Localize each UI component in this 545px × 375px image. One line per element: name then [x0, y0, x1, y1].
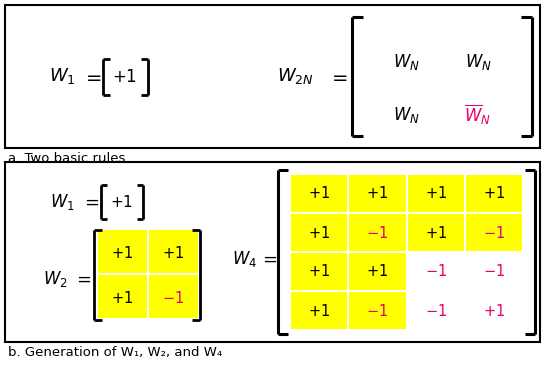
Text: $=$: $=$: [72, 270, 92, 288]
Bar: [98, 275, 147, 318]
Bar: [291, 214, 347, 251]
Text: $+1$: $+1$: [425, 225, 447, 240]
Text: $-1$: $-1$: [425, 303, 447, 318]
Text: $+1$: $+1$: [308, 225, 330, 240]
Text: $+1$: $+1$: [483, 186, 505, 201]
Bar: [349, 253, 405, 290]
Text: $W_1$: $W_1$: [50, 192, 75, 211]
Text: $W_N$: $W_N$: [392, 105, 420, 125]
Bar: [291, 175, 347, 212]
Text: $W_N$: $W_N$: [392, 53, 420, 72]
Bar: [466, 214, 522, 251]
Bar: [5, 162, 540, 342]
Bar: [349, 214, 405, 251]
Text: a. Two basic rules: a. Two basic rules: [8, 152, 125, 165]
Text: $+1$: $+1$: [425, 186, 447, 201]
Bar: [349, 175, 405, 212]
Text: $+1$: $+1$: [112, 68, 137, 86]
Text: $=$: $=$: [81, 193, 99, 211]
Text: $-1$: $-1$: [483, 264, 505, 279]
Text: $-1$: $-1$: [162, 290, 185, 306]
Bar: [98, 230, 147, 273]
Bar: [5, 5, 540, 148]
Bar: [466, 175, 522, 212]
Text: $+1$: $+1$: [111, 245, 134, 261]
Text: $-1$: $-1$: [425, 264, 447, 279]
Text: $W_{2N}$: $W_{2N}$: [276, 66, 313, 87]
Text: $W_4$: $W_4$: [232, 249, 258, 269]
Bar: [408, 175, 464, 212]
Text: b. Generation of W₁, W₂, and W₄: b. Generation of W₁, W₂, and W₄: [8, 346, 222, 359]
Text: $-1$: $-1$: [366, 225, 389, 240]
Bar: [149, 275, 198, 318]
Text: $+1$: $+1$: [308, 264, 330, 279]
Text: $+1$: $+1$: [111, 290, 134, 306]
Bar: [291, 292, 347, 329]
Text: $+1$: $+1$: [366, 186, 389, 201]
Text: $=$: $=$: [82, 67, 102, 86]
Text: $+1$: $+1$: [308, 186, 330, 201]
Text: $\overline{W}_N$: $\overline{W}_N$: [464, 103, 492, 127]
Text: $+1$: $+1$: [111, 194, 134, 210]
Text: $W_2$: $W_2$: [43, 269, 68, 289]
Bar: [149, 230, 198, 273]
Text: $-1$: $-1$: [366, 303, 389, 318]
Text: $=$: $=$: [259, 250, 277, 268]
Text: $-1$: $-1$: [483, 225, 505, 240]
Text: $W_N$: $W_N$: [464, 53, 492, 72]
Text: $+1$: $+1$: [308, 303, 330, 318]
Text: $+1$: $+1$: [162, 245, 185, 261]
Text: $+1$: $+1$: [366, 264, 389, 279]
Bar: [408, 214, 464, 251]
Bar: [349, 292, 405, 329]
Bar: [291, 253, 347, 290]
Text: $=$: $=$: [328, 67, 348, 86]
Text: $+1$: $+1$: [483, 303, 505, 318]
Text: $W_1$: $W_1$: [49, 66, 75, 87]
